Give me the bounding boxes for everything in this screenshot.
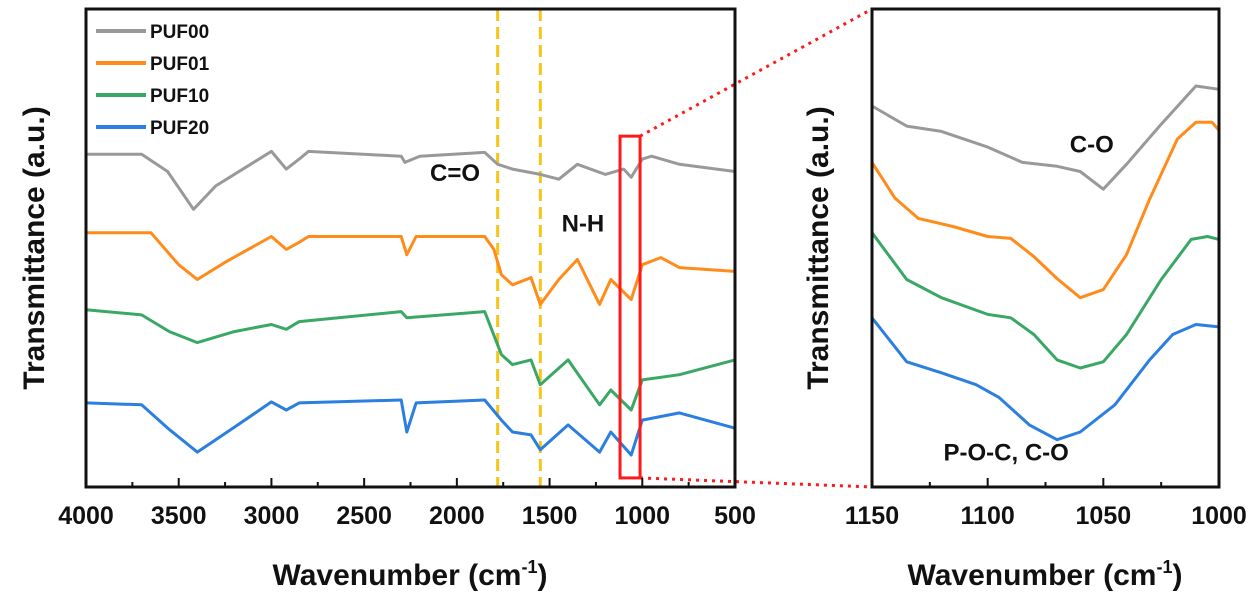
- series-line-puf20: [870, 316, 1220, 442]
- x-tick-label: 4000: [58, 502, 114, 530]
- x-tick-label: 1000: [614, 502, 670, 530]
- zoomed-plot: Transmittance (a.u.) Wavenumber (cm-1) C…: [802, 7, 1247, 592]
- x-tick-label: 1050: [1076, 502, 1132, 530]
- full-spectrum-plot: Transmittance (a.u.) Wavenumber (cm-1) P…: [18, 7, 873, 592]
- x-axis-label: Wavenumber (cm-1): [908, 557, 1183, 592]
- series-line-puf10: [85, 308, 736, 412]
- series-line-puf00: [86, 149, 736, 211]
- series-line-puf10: [870, 231, 1220, 370]
- legend-label: PUF20: [150, 118, 209, 139]
- peak-annotation: N-H: [562, 210, 605, 237]
- x-tick-label: 3000: [244, 502, 300, 530]
- y-axis-label: Transmittance (a.u.): [802, 106, 835, 389]
- series-line-puf20: [85, 398, 736, 457]
- x-tick-label: 1150: [845, 502, 899, 530]
- plot-frame: [870, 7, 1221, 489]
- peak-annotation: C=O: [430, 160, 480, 187]
- x-tick-label: 2500: [336, 502, 392, 530]
- x-tick-label: 1500: [522, 502, 578, 530]
- x-tick-label: 3500: [151, 502, 207, 530]
- y-axis-label: Transmittance (a.u.): [18, 106, 51, 389]
- x-tick-label: 2000: [429, 502, 485, 530]
- zoom-connector-bottom: [640, 476, 873, 489]
- x-tick-label: 1100: [961, 502, 1015, 530]
- x-tick-label: 500: [714, 502, 756, 530]
- series-line-puf01: [86, 231, 736, 306]
- legend-label: PUF10: [150, 86, 209, 107]
- x-axis-label: Wavenumber (cm-1): [273, 557, 548, 592]
- highlight-box: [618, 134, 642, 480]
- series-line-puf01: [870, 120, 1221, 300]
- x-tick-label: 1000: [1191, 502, 1247, 530]
- peak-annotation: C-O: [1070, 131, 1114, 158]
- zoom-connector-top: [639, 7, 873, 138]
- legend-label: PUF01: [150, 54, 210, 75]
- peak-annotation: P-O-C, C-O: [944, 440, 1069, 467]
- series-line-puf00: [871, 84, 1220, 191]
- legend-label: PUF00: [150, 22, 209, 43]
